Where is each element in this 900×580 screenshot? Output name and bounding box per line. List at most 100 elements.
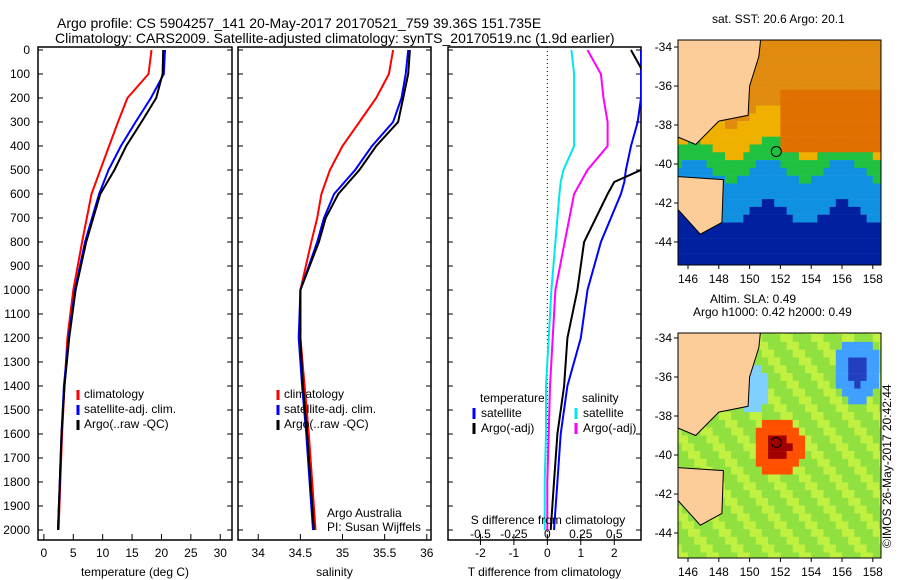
map-cell: [835, 50, 843, 59]
map-cell: [718, 261, 726, 265]
map-cell: [755, 536, 763, 545]
map-cell: [866, 160, 874, 169]
map-cell: [768, 552, 776, 558]
map-cell: [872, 206, 880, 215]
map-cell: [725, 230, 732, 239]
map-cell: [678, 427, 683, 436]
map-cell: [694, 521, 702, 530]
map-cell: [780, 412, 788, 421]
map-cell: [780, 451, 788, 460]
map-cell: [792, 349, 800, 358]
map-cell: [743, 160, 751, 169]
map-cell: [780, 105, 788, 114]
map-cell: [817, 82, 825, 91]
map-cell: [798, 536, 806, 545]
map-cell: [848, 427, 856, 436]
y-tick-label: 500: [10, 163, 30, 177]
map-cell: [792, 43, 800, 52]
map-cell: [786, 412, 794, 421]
map-cell: [860, 490, 868, 499]
series-line-temperature-argo-adj-: [549, 49, 641, 531]
map-cell: [879, 412, 881, 421]
map-cell: [879, 206, 881, 215]
map-cell: [792, 74, 800, 83]
map-cell: [835, 404, 843, 413]
map-cell: [872, 380, 880, 389]
map-cell: [842, 136, 849, 145]
map-cell: [749, 505, 757, 514]
map-cell: [688, 222, 695, 231]
map-cell: [694, 167, 702, 176]
map-cell: [737, 490, 745, 499]
map-cell: [749, 206, 757, 215]
map-cell: [805, 396, 812, 405]
map-cell: [786, 419, 794, 428]
map-cell: [731, 552, 739, 558]
map-cell: [749, 214, 757, 223]
map-cell: [829, 349, 837, 358]
map-cell: [792, 341, 800, 350]
map-cell: [786, 458, 794, 467]
map-cell: [866, 388, 874, 397]
map-cell: [798, 497, 806, 506]
map-cell: [829, 443, 837, 452]
map-cell: [829, 82, 837, 91]
map-cell: [798, 74, 806, 83]
map-cell: [823, 167, 831, 176]
map-cell: [829, 451, 837, 460]
map-cell: [678, 529, 683, 538]
map-cell: [860, 82, 868, 91]
map-cell: [829, 238, 837, 247]
map-cell: [780, 521, 788, 530]
map-cell: [688, 544, 695, 553]
map-cell: [860, 427, 868, 436]
map-cell: [725, 435, 732, 444]
map-cell: [860, 253, 868, 262]
plot-frame-2: [447, 46, 642, 541]
map-cell: [761, 89, 769, 98]
map-cell: [829, 40, 837, 44]
map-cell: [854, 529, 862, 538]
map-cell: [860, 50, 868, 59]
map-cell: [872, 175, 880, 184]
map-cell: [786, 536, 794, 545]
map-cell: [860, 536, 868, 545]
map-cell: [743, 152, 751, 161]
legend-label: Argo(-adj): [481, 421, 534, 435]
map-cell: [811, 222, 819, 231]
map-cell: [681, 513, 689, 522]
map-cell: [737, 505, 745, 514]
map-cell: [823, 365, 831, 374]
map-cell: [792, 230, 800, 239]
map-cell: [749, 521, 757, 530]
map-cell: [761, 373, 769, 382]
map-cell: [848, 349, 856, 358]
map-cell: [835, 443, 843, 452]
map-cell: [761, 349, 769, 358]
map-cell: [780, 513, 788, 522]
map-cell: [879, 245, 881, 254]
map-cell: [872, 105, 880, 114]
map-cell: [872, 214, 880, 223]
map-cell: [811, 206, 819, 215]
map-cell: [774, 167, 782, 176]
map-cell: [829, 230, 837, 239]
map-cell: [780, 230, 788, 239]
map-cell: [866, 113, 874, 122]
map-cell: [842, 214, 849, 223]
map-cell: [866, 513, 874, 522]
map-cell: [817, 419, 825, 428]
map-cell: [694, 245, 702, 254]
map-cell: [829, 435, 837, 444]
x-tick-label: 20: [155, 546, 169, 560]
map-cell: [706, 253, 714, 262]
map-cell: [706, 521, 714, 530]
map-cell: [811, 349, 819, 358]
map-cell: [774, 175, 782, 184]
map-cell: [755, 435, 763, 444]
map-cell: [761, 333, 769, 335]
map-cell: [854, 277, 861, 285]
lat-tick-label: -38: [655, 409, 673, 423]
map-cell: [872, 66, 880, 75]
map-cell: [879, 380, 881, 389]
